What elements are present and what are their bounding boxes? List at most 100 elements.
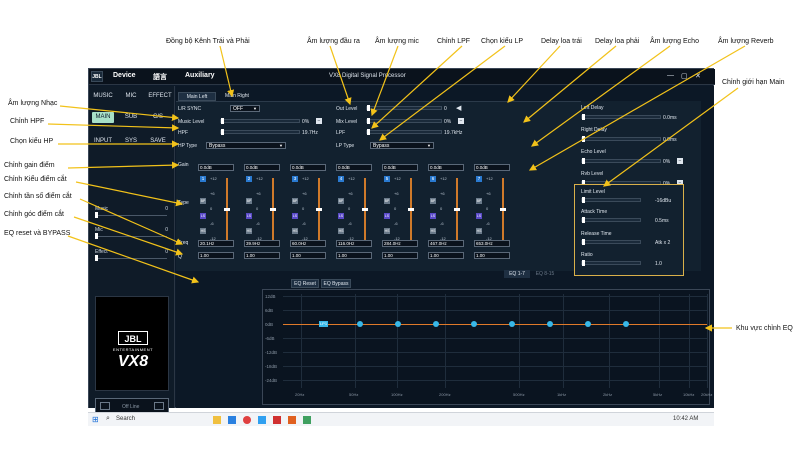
eq-page-1-7[interactable]: EQ 1-7 <box>504 270 530 278</box>
band-gain-input[interactable]: 0.0dB <box>290 164 326 171</box>
band-freq-input[interactable]: 116.0Hz <box>336 240 372 247</box>
mic-slider[interactable] <box>95 233 167 239</box>
band-type-button[interactable]: HS <box>476 228 482 234</box>
lr-sync-select[interactable]: OFF <box>230 105 260 112</box>
music-slider[interactable] <box>95 212 167 218</box>
band-number-badge[interactable]: 1 <box>200 176 206 182</box>
band-gain-input[interactable]: 0.0dB <box>244 164 280 171</box>
eq-reset-button[interactable]: EQ Reset <box>291 279 319 288</box>
browser-icon[interactable] <box>243 416 251 424</box>
tab-main-right[interactable]: Main Right <box>225 93 249 99</box>
band-gain-knob[interactable] <box>270 208 276 211</box>
hpf-knob[interactable] <box>221 129 224 135</box>
eq-point[interactable] <box>471 321 477 327</box>
band-freq-input[interactable]: 653.0Hz <box>474 240 510 247</box>
hp-type-select[interactable]: Bypass <box>206 142 286 149</box>
band-q-input[interactable]: 1.00 <box>290 252 326 259</box>
speaker-icon[interactable]: ◀ <box>456 105 462 112</box>
eq-point[interactable] <box>509 321 515 327</box>
band-q-input[interactable]: 1.00 <box>198 252 234 259</box>
eq-point-selected[interactable]: LP1 <box>319 321 328 327</box>
band-gain-input[interactable]: 0.0dB <box>198 164 234 171</box>
band-gain-input[interactable]: 0.0dB <box>336 164 372 171</box>
eq-point[interactable] <box>623 321 629 327</box>
app-icon[interactable] <box>273 416 281 424</box>
band-type-button[interactable]: HS <box>246 228 252 234</box>
eq-point[interactable] <box>585 321 591 327</box>
attack-time-knob[interactable] <box>582 217 585 223</box>
menu-language[interactable]: 語言 <box>153 74 167 81</box>
eq-graph[interactable]: 12dB 6dB 0dB -6dB -12dB -18dB -24dB 20Hz 50Hz 100… <box>262 289 712 405</box>
band-type-button[interactable]: BP <box>476 198 482 204</box>
effect-button[interactable]: EFFECT <box>148 93 172 99</box>
eq-point[interactable] <box>357 321 363 327</box>
edge-icon[interactable] <box>258 416 266 424</box>
mix-level-knob[interactable] <box>367 118 370 124</box>
office-icon[interactable] <box>288 416 296 424</box>
band-type-button[interactable]: HS <box>338 228 344 234</box>
band-gain-knob[interactable] <box>362 208 368 211</box>
sys-button[interactable]: SYS <box>124 138 137 144</box>
tab-main-left[interactable]: Main Left <box>178 92 216 101</box>
mix-minus-icon[interactable]: − <box>458 118 464 124</box>
band-freq-input[interactable]: 39.9Hz <box>244 240 280 247</box>
eq-page-8-15[interactable]: EQ 8-15 <box>535 271 555 277</box>
file-explorer-icon[interactable] <box>213 416 221 424</box>
windows-start-icon[interactable]: ⊞ <box>92 415 99 424</box>
eq-point[interactable] <box>547 321 553 327</box>
band-type-button[interactable]: LS <box>200 213 206 219</box>
lp-type-select[interactable]: Bypass <box>370 142 434 149</box>
menu-device[interactable]: Device <box>113 72 136 79</box>
band-number-badge[interactable]: 4 <box>338 176 344 182</box>
band-gain-knob[interactable] <box>224 208 230 211</box>
band-type-button[interactable]: BP <box>430 198 436 204</box>
mic-slider-knob[interactable] <box>95 233 98 239</box>
maximize-button[interactable]: ▢ <box>681 73 688 80</box>
left-delay-slider[interactable] <box>581 114 661 120</box>
band-type-button[interactable]: BP <box>338 198 344 204</box>
sub-button[interactable]: SUB <box>124 114 138 120</box>
band-type-button[interactable]: HS <box>200 228 206 234</box>
band-q-input[interactable]: 1.00 <box>244 252 280 259</box>
band-q-input[interactable]: 1.00 <box>382 252 418 259</box>
band-gain-knob[interactable] <box>408 208 414 211</box>
music-level-knob[interactable] <box>221 118 224 124</box>
band-freq-input[interactable]: 284.0Hz <box>382 240 418 247</box>
hpf-slider[interactable] <box>220 129 300 135</box>
band-number-badge[interactable]: 5 <box>384 176 390 182</box>
band-number-badge[interactable]: 6 <box>430 176 436 182</box>
band-gain-knob[interactable] <box>316 208 322 211</box>
band-number-badge[interactable]: 2 <box>246 176 252 182</box>
mic-button[interactable]: MIC <box>125 93 137 99</box>
band-type-button[interactable]: BP <box>384 198 390 204</box>
music-level-slider[interactable] <box>220 118 300 124</box>
echo-minus-icon[interactable]: − <box>677 158 683 164</box>
lpf-knob[interactable] <box>367 129 370 135</box>
store-icon[interactable] <box>228 416 236 424</box>
limit-level-knob[interactable] <box>582 197 585 203</box>
ratio-knob[interactable] <box>582 260 585 266</box>
release-time-slider[interactable] <box>581 239 641 245</box>
effect-slider[interactable] <box>95 255 167 261</box>
band-type-button[interactable]: BP <box>292 198 298 204</box>
band-gain-knob[interactable] <box>500 208 506 211</box>
spotify-icon[interactable] <box>303 416 311 424</box>
band-freq-input[interactable]: 60.0Hz <box>290 240 326 247</box>
music-slider-knob[interactable] <box>95 212 98 218</box>
cs-button[interactable]: C/S <box>152 114 163 120</box>
mix-level-slider[interactable] <box>366 118 442 124</box>
music-button[interactable]: MUSIC <box>93 93 113 99</box>
eq-bypass-button[interactable]: EQ Bypass <box>321 279 351 288</box>
eq-point[interactable] <box>433 321 439 327</box>
band-type-button[interactable]: LS <box>292 213 298 219</box>
band-type-button[interactable]: BP <box>246 198 252 204</box>
band-gain-input[interactable]: 0.0dB <box>428 164 464 171</box>
band-type-button[interactable]: BP <box>200 198 206 204</box>
band-number-badge[interactable]: 3 <box>292 176 298 182</box>
minimize-button[interactable]: — <box>667 72 674 79</box>
left-delay-knob[interactable] <box>582 114 585 120</box>
lpf-slider[interactable] <box>366 129 442 135</box>
ratio-slider[interactable] <box>581 260 641 266</box>
band-type-button[interactable]: HS <box>430 228 436 234</box>
band-q-input[interactable]: 1.00 <box>474 252 510 259</box>
